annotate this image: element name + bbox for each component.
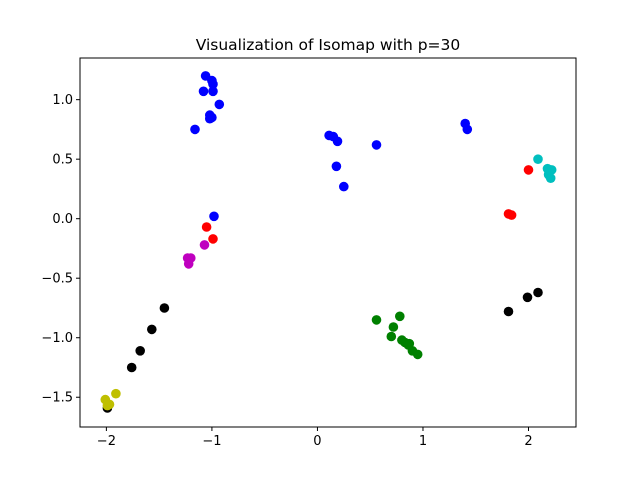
x-tick-label: 1 [419, 434, 427, 449]
data-point [339, 181, 349, 192]
data-point [388, 322, 399, 332]
x-tick-label: −1 [202, 434, 221, 449]
data-point [462, 124, 473, 135]
data-point [209, 211, 219, 222]
y-tick-label: 0.0 [52, 212, 73, 227]
y-tick-label: −1.5 [41, 391, 73, 406]
x-tick-label: 2 [524, 434, 532, 449]
data-point [135, 346, 145, 356]
ticks-layer: −2 −1 0 1 2 −1.5 −1.0 −0.5 0.0 0.5 1.0 [41, 93, 532, 449]
data-point [533, 287, 543, 298]
data-point [208, 234, 218, 244]
data-point [199, 240, 210, 250]
data-point [412, 349, 423, 360]
y-tick-label: −1.0 [41, 331, 73, 346]
chart-title: Visualization of Isomap with p=30 [196, 36, 461, 54]
data-point [198, 86, 209, 97]
data-point [183, 259, 194, 269]
data-point [523, 165, 534, 175]
plot-area-frame [79, 57, 577, 428]
data-point [503, 306, 514, 317]
data-point [159, 303, 170, 313]
data-point [533, 154, 543, 164]
data-point [545, 173, 556, 183]
data-point [126, 362, 137, 373]
data-point [214, 99, 225, 110]
data-point [190, 124, 200, 135]
data-point [111, 388, 121, 399]
data-point [205, 113, 215, 124]
data-point [332, 136, 343, 147]
y-tick-label: 0.5 [52, 153, 73, 168]
data-point [208, 86, 218, 97]
y-tick-label: 1.0 [52, 93, 73, 108]
data-point [371, 140, 382, 150]
data-point [331, 161, 342, 172]
data-point [395, 311, 405, 322]
data-point [201, 222, 212, 232]
x-tick-label: −2 [97, 434, 116, 449]
data-point [506, 210, 517, 220]
y-tick-label: −0.5 [41, 272, 73, 287]
data-point [371, 315, 382, 325]
data-point [208, 79, 218, 89]
data-point [102, 400, 113, 411]
x-tick-label: 0 [313, 434, 321, 449]
points-layer [100, 71, 557, 413]
data-point [386, 331, 397, 342]
data-point [147, 324, 157, 335]
data-point [522, 292, 533, 303]
